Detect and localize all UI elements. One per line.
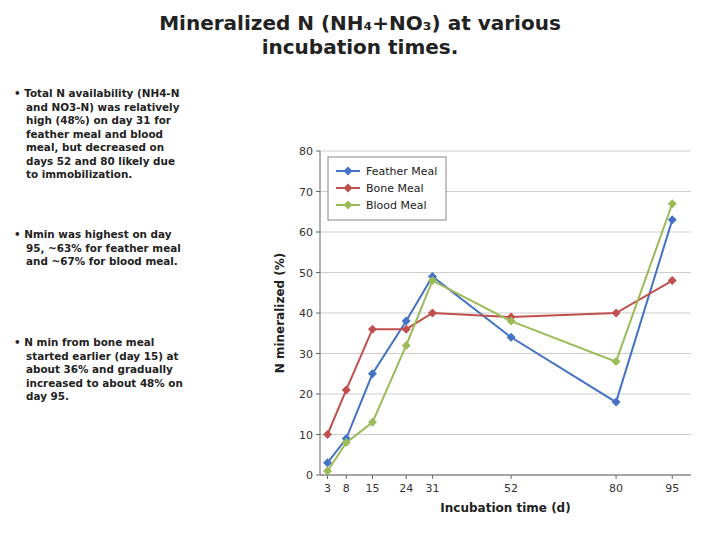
y-tick-label: 40 [299, 307, 313, 320]
chart: Mineralized N (NH₄+NO₃) at variousincuba… [0, 0, 720, 540]
x-tick [327, 475, 328, 479]
point [668, 215, 677, 224]
point [668, 276, 677, 285]
x-axis-label: Incubation time (d) [440, 501, 570, 515]
x-axis [320, 475, 691, 476]
grid-line [320, 232, 691, 233]
x-tick [511, 475, 512, 479]
y-tick-label: 50 [299, 267, 313, 280]
y-axis-label: N mineralized (%) [273, 253, 287, 374]
legend-box [328, 157, 446, 220]
x-tick-label: 24 [399, 482, 413, 495]
grid-line [320, 394, 691, 395]
point [368, 325, 377, 334]
point [342, 438, 351, 447]
annotation: • Total N availability (NH4-Nand NO3-N) … [14, 87, 180, 180]
legend-marker [344, 167, 353, 176]
y-tick [316, 313, 320, 314]
legend-label: Feather Meal [366, 165, 437, 178]
point [507, 333, 516, 342]
y-tick [316, 475, 320, 476]
y-tick [316, 272, 320, 273]
y-tick-label: 70 [299, 186, 313, 199]
grid-line [320, 313, 691, 314]
series-line [327, 204, 672, 471]
y-axis [320, 151, 321, 475]
legend-label: Blood Meal [366, 199, 427, 212]
y-tick [316, 191, 320, 192]
point [402, 341, 411, 350]
legend: Feather Meal Bone Meal Blood Meal [328, 157, 446, 220]
x-tick-label: 80 [609, 482, 623, 495]
series-line [327, 281, 672, 435]
annotation: • N min from bone mealstarted earlier (d… [14, 336, 183, 402]
grid-line [320, 151, 691, 152]
point [612, 357, 621, 366]
grid-line [320, 475, 691, 476]
grid-line [320, 272, 691, 273]
point [342, 385, 351, 394]
point [323, 430, 332, 439]
x-tick-label: 95 [665, 482, 679, 495]
x-tick-label: 3 [324, 482, 331, 495]
legend-marker [344, 184, 353, 193]
series-line [327, 220, 672, 463]
point [402, 325, 411, 334]
x-tick [432, 475, 433, 479]
grid-line [320, 353, 691, 354]
legend-marker [344, 201, 353, 210]
x-tick-label: 52 [504, 482, 518, 495]
x-tick [372, 475, 373, 479]
point [402, 317, 411, 326]
annotation: • Nmin was highest on day95, ~63% for fe… [14, 228, 181, 267]
y-tick [316, 353, 320, 354]
point [323, 466, 332, 475]
legend-label: Bone Meal [366, 182, 424, 195]
y-tick [316, 232, 320, 233]
point [368, 369, 377, 378]
point [668, 199, 677, 208]
title: Mineralized N (NH₄+NO₃) at variousincuba… [159, 11, 561, 59]
plot-area [323, 199, 677, 475]
point [428, 276, 437, 285]
y-tick [316, 434, 320, 435]
point [612, 398, 621, 407]
y-tick [316, 394, 320, 395]
y-tick-label: 20 [299, 388, 313, 401]
x-tick-label: 8 [343, 482, 350, 495]
x-tick [672, 475, 673, 479]
y-tick [316, 151, 320, 152]
grid-line [320, 434, 691, 435]
point [368, 418, 377, 427]
x-tick-label: 15 [365, 482, 379, 495]
y-tick-label: 60 [299, 226, 313, 239]
y-tick-label: 80 [299, 145, 313, 158]
point [428, 309, 437, 318]
x-tick-label: 31 [425, 482, 439, 495]
point [612, 309, 621, 318]
x-tick [346, 475, 347, 479]
y-tick-label: 30 [299, 348, 313, 361]
y-tick-label: 10 [299, 429, 313, 442]
y-tick-label: 0 [306, 469, 313, 482]
x-tick [616, 475, 617, 479]
point [507, 317, 516, 326]
x-tick [406, 475, 407, 479]
